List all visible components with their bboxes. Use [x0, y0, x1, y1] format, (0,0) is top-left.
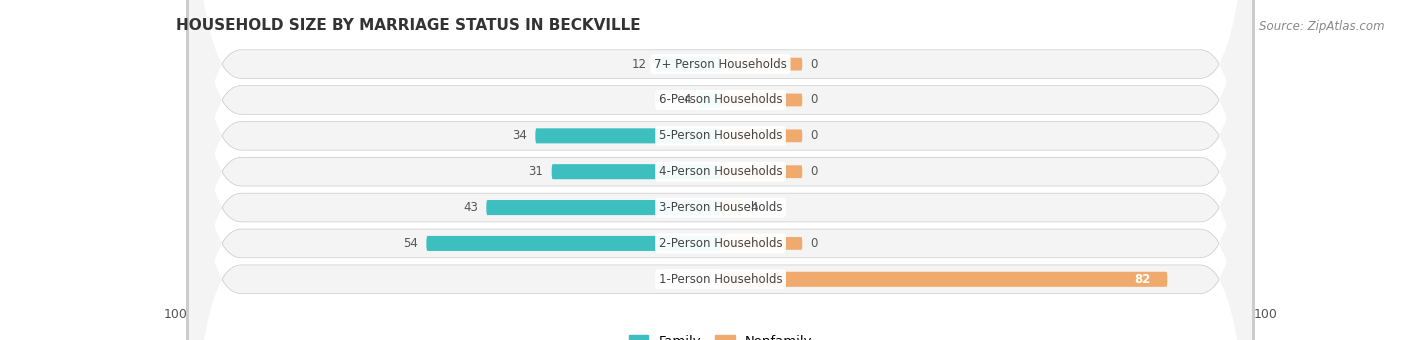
Text: 43: 43 [463, 201, 478, 214]
FancyBboxPatch shape [190, 0, 1251, 340]
Text: HOUSEHOLD SIZE BY MARRIAGE STATUS IN BECKVILLE: HOUSEHOLD SIZE BY MARRIAGE STATUS IN BEC… [176, 18, 640, 33]
Text: 0: 0 [810, 165, 818, 178]
FancyBboxPatch shape [721, 272, 1167, 287]
FancyBboxPatch shape [721, 237, 803, 250]
Legend: Family, Nonfamily: Family, Nonfamily [623, 330, 818, 340]
FancyBboxPatch shape [187, 0, 1254, 340]
FancyBboxPatch shape [190, 0, 1251, 340]
FancyBboxPatch shape [190, 0, 1251, 340]
Text: 0: 0 [810, 94, 818, 106]
FancyBboxPatch shape [721, 200, 742, 215]
FancyBboxPatch shape [190, 0, 1251, 340]
Text: 5-Person Households: 5-Person Households [659, 129, 782, 142]
FancyBboxPatch shape [655, 56, 721, 72]
FancyBboxPatch shape [190, 0, 1251, 340]
Text: 0: 0 [810, 57, 818, 71]
Text: 1-Person Households: 1-Person Households [659, 273, 782, 286]
Text: 3-Person Households: 3-Person Households [659, 201, 782, 214]
FancyBboxPatch shape [699, 92, 721, 107]
Text: 54: 54 [404, 237, 418, 250]
FancyBboxPatch shape [721, 130, 803, 142]
FancyBboxPatch shape [721, 94, 803, 106]
FancyBboxPatch shape [721, 58, 803, 70]
FancyBboxPatch shape [486, 200, 721, 215]
Text: 6-Person Households: 6-Person Households [659, 94, 782, 106]
Text: 4-Person Households: 4-Person Households [659, 165, 782, 178]
FancyBboxPatch shape [187, 0, 1254, 340]
FancyBboxPatch shape [187, 0, 1254, 340]
Text: 2-Person Households: 2-Person Households [659, 237, 782, 250]
FancyBboxPatch shape [551, 164, 721, 179]
FancyBboxPatch shape [187, 0, 1254, 340]
FancyBboxPatch shape [721, 165, 803, 178]
Text: 0: 0 [810, 237, 818, 250]
FancyBboxPatch shape [187, 0, 1254, 340]
Text: 4: 4 [751, 201, 758, 214]
Text: 4: 4 [683, 94, 690, 106]
Text: 0: 0 [810, 129, 818, 142]
Text: 31: 31 [529, 165, 544, 178]
FancyBboxPatch shape [426, 236, 721, 251]
FancyBboxPatch shape [187, 0, 1254, 340]
Text: 7+ Person Households: 7+ Person Households [654, 57, 787, 71]
FancyBboxPatch shape [187, 0, 1254, 340]
Text: 34: 34 [512, 129, 527, 142]
Text: 82: 82 [1135, 273, 1152, 286]
Text: Source: ZipAtlas.com: Source: ZipAtlas.com [1260, 20, 1385, 33]
FancyBboxPatch shape [536, 128, 721, 143]
FancyBboxPatch shape [190, 0, 1251, 340]
Text: 12: 12 [633, 57, 647, 71]
FancyBboxPatch shape [190, 0, 1251, 340]
